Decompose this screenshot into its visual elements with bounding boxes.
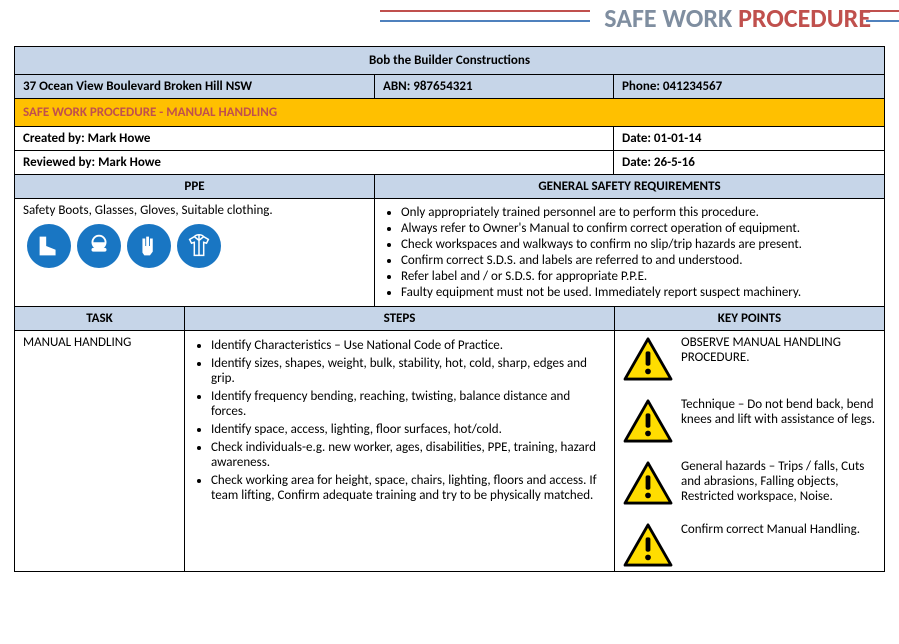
gsr-header: GENERAL SAFETY REQUIREMENTS <box>375 175 884 198</box>
company-address: 37 Ocean View Boulevard Broken Hill NSW <box>15 75 375 98</box>
company-abn: ABN: 987654321 <box>375 75 614 98</box>
warning-icon <box>623 399 673 443</box>
keypoint-item: Technique – Do not bend back, bend knees… <box>681 397 876 441</box>
document-table: Bob the Builder Constructions 37 Ocean V… <box>14 46 885 572</box>
task-name: MANUAL HANDLING <box>15 331 185 571</box>
gloves-icon <box>127 224 171 268</box>
step-item: Check individuals-e.g. new worker, ages,… <box>211 440 606 470</box>
ppe-icons <box>23 218 366 272</box>
gsr-item: Always refer to Owner's Manual to confir… <box>401 221 876 236</box>
keypoint-item: General hazards – Trips / falls, Cuts an… <box>681 459 876 504</box>
company-info-row: 37 Ocean View Boulevard Broken Hill NSW … <box>15 75 884 99</box>
warning-icon <box>623 461 673 505</box>
warning-icon <box>623 523 673 567</box>
keypoints-text-column: OBSERVE MANUAL HANDLING PROCEDURE. Techn… <box>681 335 876 567</box>
steps-list: Identify Characteristics – Use National … <box>197 338 606 503</box>
banner-title-red: PROCEDURE <box>738 2 871 34</box>
banner-title: SAFE WORK PROCEDURE <box>604 2 871 34</box>
task-steps-kp-content-row: MANUAL HANDLING Identify Characteristics… <box>15 331 884 571</box>
keypoint-item: Confirm correct Manual Handling. <box>681 522 876 566</box>
company-phone: Phone: 041234567 <box>614 75 884 98</box>
ppe-gsr-header-row: PPE GENERAL SAFETY REQUIREMENTS <box>15 175 884 199</box>
step-item: Identify Characteristics – Use National … <box>211 338 606 353</box>
created-date: Date: 01-01-14 <box>614 127 884 150</box>
step-item: Identify frequency bending, reaching, tw… <box>211 389 606 419</box>
keypoint-item: OBSERVE MANUAL HANDLING PROCEDURE. <box>681 335 876 379</box>
reviewed-by: Reviewed by: Mark Howe <box>15 151 614 174</box>
warning-icon-column <box>623 335 673 567</box>
gsr-item: Refer label and / or S.D.S. for appropri… <box>401 269 876 284</box>
gsr-item: Only appropriately trained personnel are… <box>401 205 876 220</box>
reviewed-date: Date: 26-5-16 <box>614 151 884 174</box>
stripe-red <box>866 10 899 12</box>
ppe-cell: Safety Boots, Glasses, Gloves, Suitable … <box>15 199 375 306</box>
ppe-gsr-content-row: Safety Boots, Glasses, Gloves, Suitable … <box>15 199 884 307</box>
step-item: Identify sizes, shapes, weight, bulk, st… <box>211 356 606 386</box>
task-steps-kp-header-row: TASK STEPS KEY POINTS <box>15 307 884 331</box>
banner-stripes-right <box>866 10 899 22</box>
page-banner: SAFE WORK PROCEDURE <box>0 0 899 40</box>
reviewed-row: Reviewed by: Mark Howe Date: 26-5-16 <box>15 151 884 175</box>
stripe-red <box>380 10 590 12</box>
stripe-blue <box>866 20 899 22</box>
gsr-cell: Only appropriately trained personnel are… <box>375 199 884 306</box>
procedure-title: SAFE WORK PROCEDURE - MANUAL HANDLING <box>15 99 884 126</box>
ppe-header: PPE <box>15 175 375 198</box>
step-item: Check working area for height, space, ch… <box>211 473 606 503</box>
clothing-icon <box>177 224 221 268</box>
keypoints-cell: OBSERVE MANUAL HANDLING PROCEDURE. Techn… <box>615 331 884 571</box>
banner-stripes-left <box>380 10 590 22</box>
stripe-blue <box>380 20 590 22</box>
company-name-row: Bob the Builder Constructions <box>15 47 884 75</box>
banner-title-grey: SAFE WORK <box>604 2 738 34</box>
company-name: Bob the Builder Constructions <box>15 47 884 74</box>
steps-cell: Identify Characteristics – Use National … <box>185 331 615 571</box>
gsr-item: Faulty equipment must not be used. Immed… <box>401 285 876 300</box>
boots-icon <box>27 224 71 268</box>
task-header: TASK <box>15 307 185 330</box>
warning-icon <box>623 337 673 381</box>
ppe-text: Safety Boots, Glasses, Gloves, Suitable … <box>23 203 366 218</box>
step-item: Identify space, access, lighting, floor … <box>211 422 606 437</box>
keypoints-header: KEY POINTS <box>615 307 884 330</box>
glasses-icon <box>77 224 121 268</box>
created-by: Created by: Mark Howe <box>15 127 614 150</box>
steps-header: STEPS <box>185 307 615 330</box>
gsr-item: Confirm correct S.D.S. and labels are re… <box>401 253 876 268</box>
gsr-item: Check workspaces and walkways to confirm… <box>401 237 876 252</box>
created-row: Created by: Mark Howe Date: 01-01-14 <box>15 127 884 151</box>
procedure-title-row: SAFE WORK PROCEDURE - MANUAL HANDLING <box>15 99 884 127</box>
gsr-list: Only appropriately trained personnel are… <box>401 205 876 300</box>
